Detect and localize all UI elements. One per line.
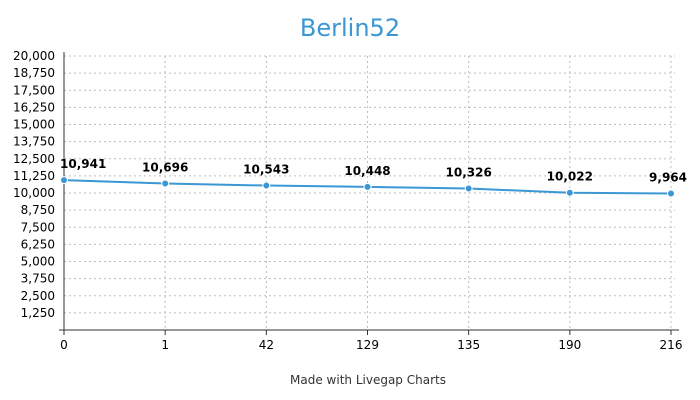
- data-label: 10,448: [344, 164, 390, 178]
- series: [60, 176, 675, 198]
- x-axis-ticks: 0 1 42 129 135 190 216: [60, 338, 682, 352]
- x-tick-label: 1: [161, 338, 169, 352]
- data-label: 10,696: [142, 160, 188, 174]
- data-label: 10,941: [60, 157, 106, 171]
- data-label: 9,964: [649, 170, 687, 184]
- y-tick-label: 8,750: [21, 203, 55, 217]
- axes: [59, 52, 679, 335]
- x-tick-label: 216: [660, 338, 683, 352]
- y-tick-label: 7,500: [21, 220, 55, 234]
- data-label: 10,543: [243, 163, 289, 177]
- y-tick-label: 16,250: [13, 100, 55, 114]
- y-tick-label: 3,750: [21, 272, 55, 286]
- x-tick-label: 190: [558, 338, 581, 352]
- footer-credit: Made with Livegap Charts: [290, 373, 446, 387]
- y-tick-label: 5,000: [21, 255, 55, 269]
- y-axis-ticks: 1,250 2,500 3,750 5,000 6,250 7,500 8,750 10,00…: [13, 49, 55, 320]
- chart-title: Berlin52: [300, 14, 400, 42]
- y-tick-label: 10,000: [13, 186, 55, 200]
- data-point[interactable]: [161, 179, 170, 188]
- data-point[interactable]: [667, 189, 675, 198]
- data-point[interactable]: [363, 182, 372, 191]
- x-tick-label: 0: [60, 338, 68, 352]
- y-tick-label: 18,750: [13, 66, 55, 80]
- data-point[interactable]: [262, 181, 271, 190]
- x-tick-label: 42: [259, 338, 274, 352]
- data-label: 10,022: [547, 170, 593, 184]
- x-tick-label: 129: [356, 338, 379, 352]
- y-tick-label: 12,500: [13, 152, 55, 166]
- data-label: 10,326: [446, 166, 492, 180]
- x-tick-label: 135: [457, 338, 480, 352]
- y-tick-label: 13,750: [13, 135, 55, 149]
- y-tick-label: 1,250: [21, 306, 55, 320]
- y-tick-label: 17,500: [13, 83, 55, 97]
- data-point[interactable]: [60, 176, 68, 185]
- data-point[interactable]: [565, 188, 574, 197]
- y-tick-label: 20,000: [13, 49, 55, 63]
- data-point[interactable]: [464, 184, 473, 193]
- y-tick-label: 2,500: [21, 289, 55, 303]
- y-tick-label: 11,250: [13, 169, 55, 183]
- data-labels: 10,941 10,696 10,543 10,448 10,326 10,022 9,96…: [60, 157, 687, 184]
- y-tick-label: 15,000: [13, 118, 55, 132]
- y-tick-label: 6,250: [21, 237, 55, 251]
